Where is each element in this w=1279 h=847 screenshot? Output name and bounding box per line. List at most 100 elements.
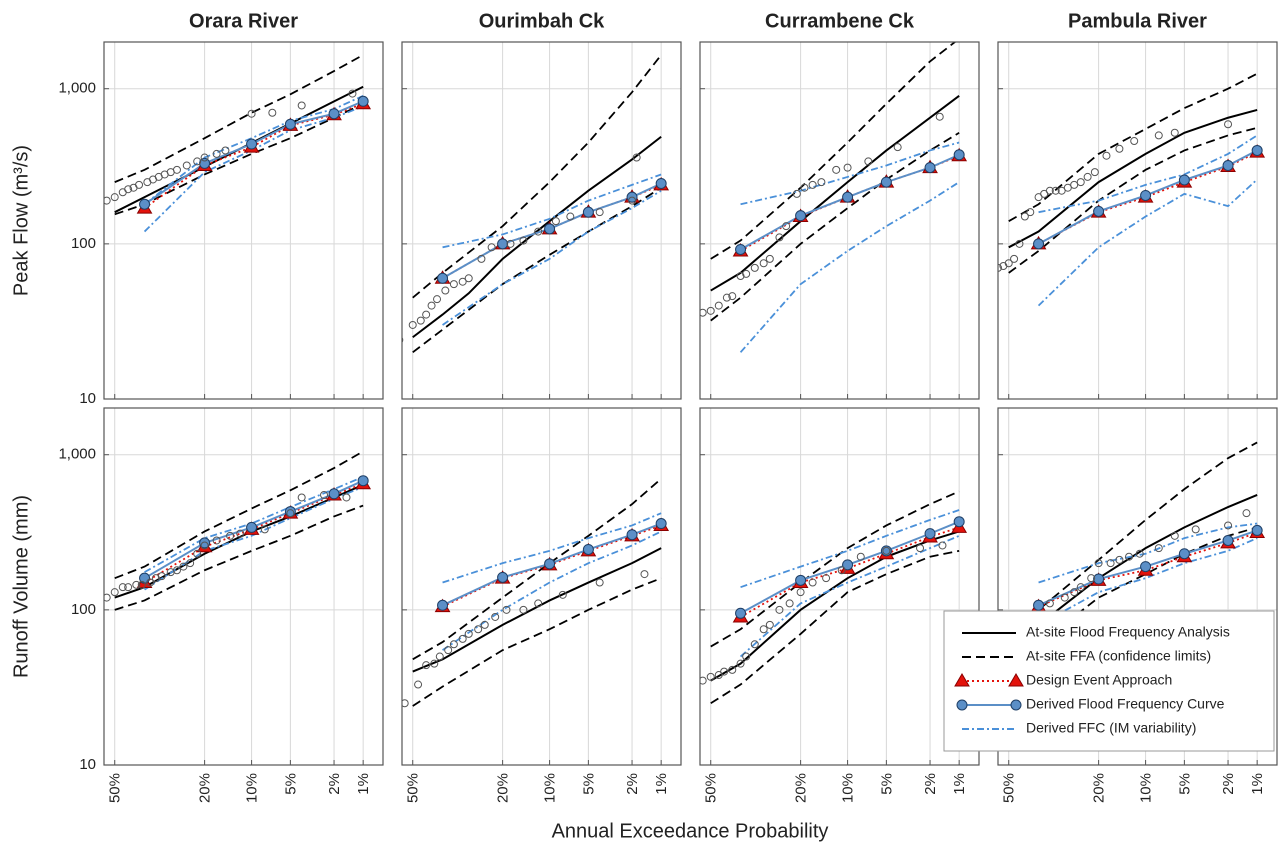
observed-point xyxy=(808,578,817,587)
circle-marker xyxy=(924,162,936,174)
circle-marker xyxy=(953,149,965,161)
observed-point xyxy=(1115,144,1124,153)
circle-marker xyxy=(953,516,965,528)
x-tick-label: 10% xyxy=(244,773,261,803)
x-tick-label: 50% xyxy=(405,773,422,803)
series-line xyxy=(412,478,662,661)
circle-marker xyxy=(1178,548,1190,560)
observed-point xyxy=(297,101,306,110)
series-line xyxy=(412,54,662,299)
observed-point xyxy=(792,189,801,198)
observed-point xyxy=(480,620,489,629)
observed-point xyxy=(1115,555,1124,564)
circle-marker xyxy=(328,488,340,500)
circle-marker xyxy=(139,198,151,210)
observed-point xyxy=(110,193,119,202)
observed-point xyxy=(1020,212,1029,221)
observed-point xyxy=(775,605,784,614)
panel: Currambene Ck xyxy=(699,10,980,400)
y-tick-label: 10 xyxy=(79,390,96,407)
circle-marker xyxy=(544,223,556,235)
panel: 50% 20% 10% 5% 2% 1% xyxy=(699,407,980,803)
legend-label: At-site Flood Frequency Analysis xyxy=(1026,624,1230,640)
circle-marker xyxy=(582,543,594,555)
x-tick-label: 2% xyxy=(922,773,939,795)
observed-point xyxy=(1045,186,1054,195)
observed-point xyxy=(728,665,737,674)
observed-point xyxy=(449,640,458,649)
series-line xyxy=(412,577,662,707)
observed-point xyxy=(132,580,141,589)
panel-background xyxy=(104,42,383,399)
observed-point xyxy=(200,541,209,550)
series-line xyxy=(710,490,960,648)
observed-point xyxy=(736,272,745,281)
observed-point xyxy=(1242,509,1251,518)
circle-marker xyxy=(795,574,807,586)
circle-marker xyxy=(328,108,340,120)
x-tick-label: 50% xyxy=(107,773,124,803)
series-line xyxy=(144,102,364,209)
observed-point xyxy=(800,183,809,192)
observed-point xyxy=(759,259,768,268)
triangle-marker xyxy=(954,673,970,687)
circle-marker xyxy=(1010,699,1022,711)
circle-marker xyxy=(1033,238,1045,250)
observed-point xyxy=(435,652,444,661)
series-line xyxy=(144,482,364,584)
panel: Ourimbah Ck xyxy=(401,10,682,400)
observed-point xyxy=(200,153,209,162)
panel-border xyxy=(699,41,980,400)
observed-point xyxy=(193,157,202,166)
circle-marker xyxy=(655,177,667,189)
observed-point xyxy=(551,217,560,226)
observed-point xyxy=(464,629,473,638)
circle-marker xyxy=(497,238,509,250)
series-line xyxy=(710,42,957,260)
observed-point xyxy=(1083,172,1092,181)
observed-point xyxy=(1004,259,1013,268)
observed-point xyxy=(736,659,745,668)
observed-point xyxy=(706,672,715,681)
circle-marker xyxy=(199,537,211,549)
observed-point xyxy=(728,292,737,301)
x-tick-label: 1% xyxy=(1249,773,1266,795)
observed-point xyxy=(342,493,351,502)
observed-point xyxy=(427,301,436,310)
observed-point xyxy=(1090,168,1099,177)
circle-marker xyxy=(735,243,747,255)
observed-point xyxy=(808,180,817,189)
observed-point xyxy=(628,196,637,205)
observed-point xyxy=(172,165,181,174)
y-tick-label: 100 xyxy=(71,235,96,252)
circle-marker xyxy=(735,607,747,619)
circle-marker xyxy=(1178,174,1190,186)
series-line xyxy=(1008,126,1258,274)
x-tick-label: 10% xyxy=(840,773,857,803)
series-line xyxy=(412,135,662,339)
observed-point xyxy=(640,570,649,579)
circle-marker xyxy=(842,559,854,571)
panel-title: Pambula River xyxy=(1068,10,1207,32)
observed-point xyxy=(506,239,515,248)
circle-marker xyxy=(1222,159,1234,171)
series-line xyxy=(739,181,960,353)
x-tick-label: 1% xyxy=(951,773,968,795)
y-tick-label: 10 xyxy=(79,756,96,773)
observed-point xyxy=(714,301,723,310)
observed-point xyxy=(402,337,404,343)
observed-point xyxy=(1106,559,1115,568)
observed-point xyxy=(422,661,431,670)
circle-marker xyxy=(1251,524,1263,536)
observed-point xyxy=(566,212,575,221)
observed-point xyxy=(179,562,188,571)
observed-point xyxy=(157,572,166,581)
observed-point xyxy=(595,578,604,587)
observed-point xyxy=(408,320,417,329)
observed-point xyxy=(742,652,751,661)
panel-border xyxy=(997,407,1278,766)
observed-point xyxy=(1170,531,1179,540)
y-axis-label: Peak Flow (m³/s) xyxy=(10,145,32,296)
panel-title: Ourimbah Ck xyxy=(479,10,605,32)
